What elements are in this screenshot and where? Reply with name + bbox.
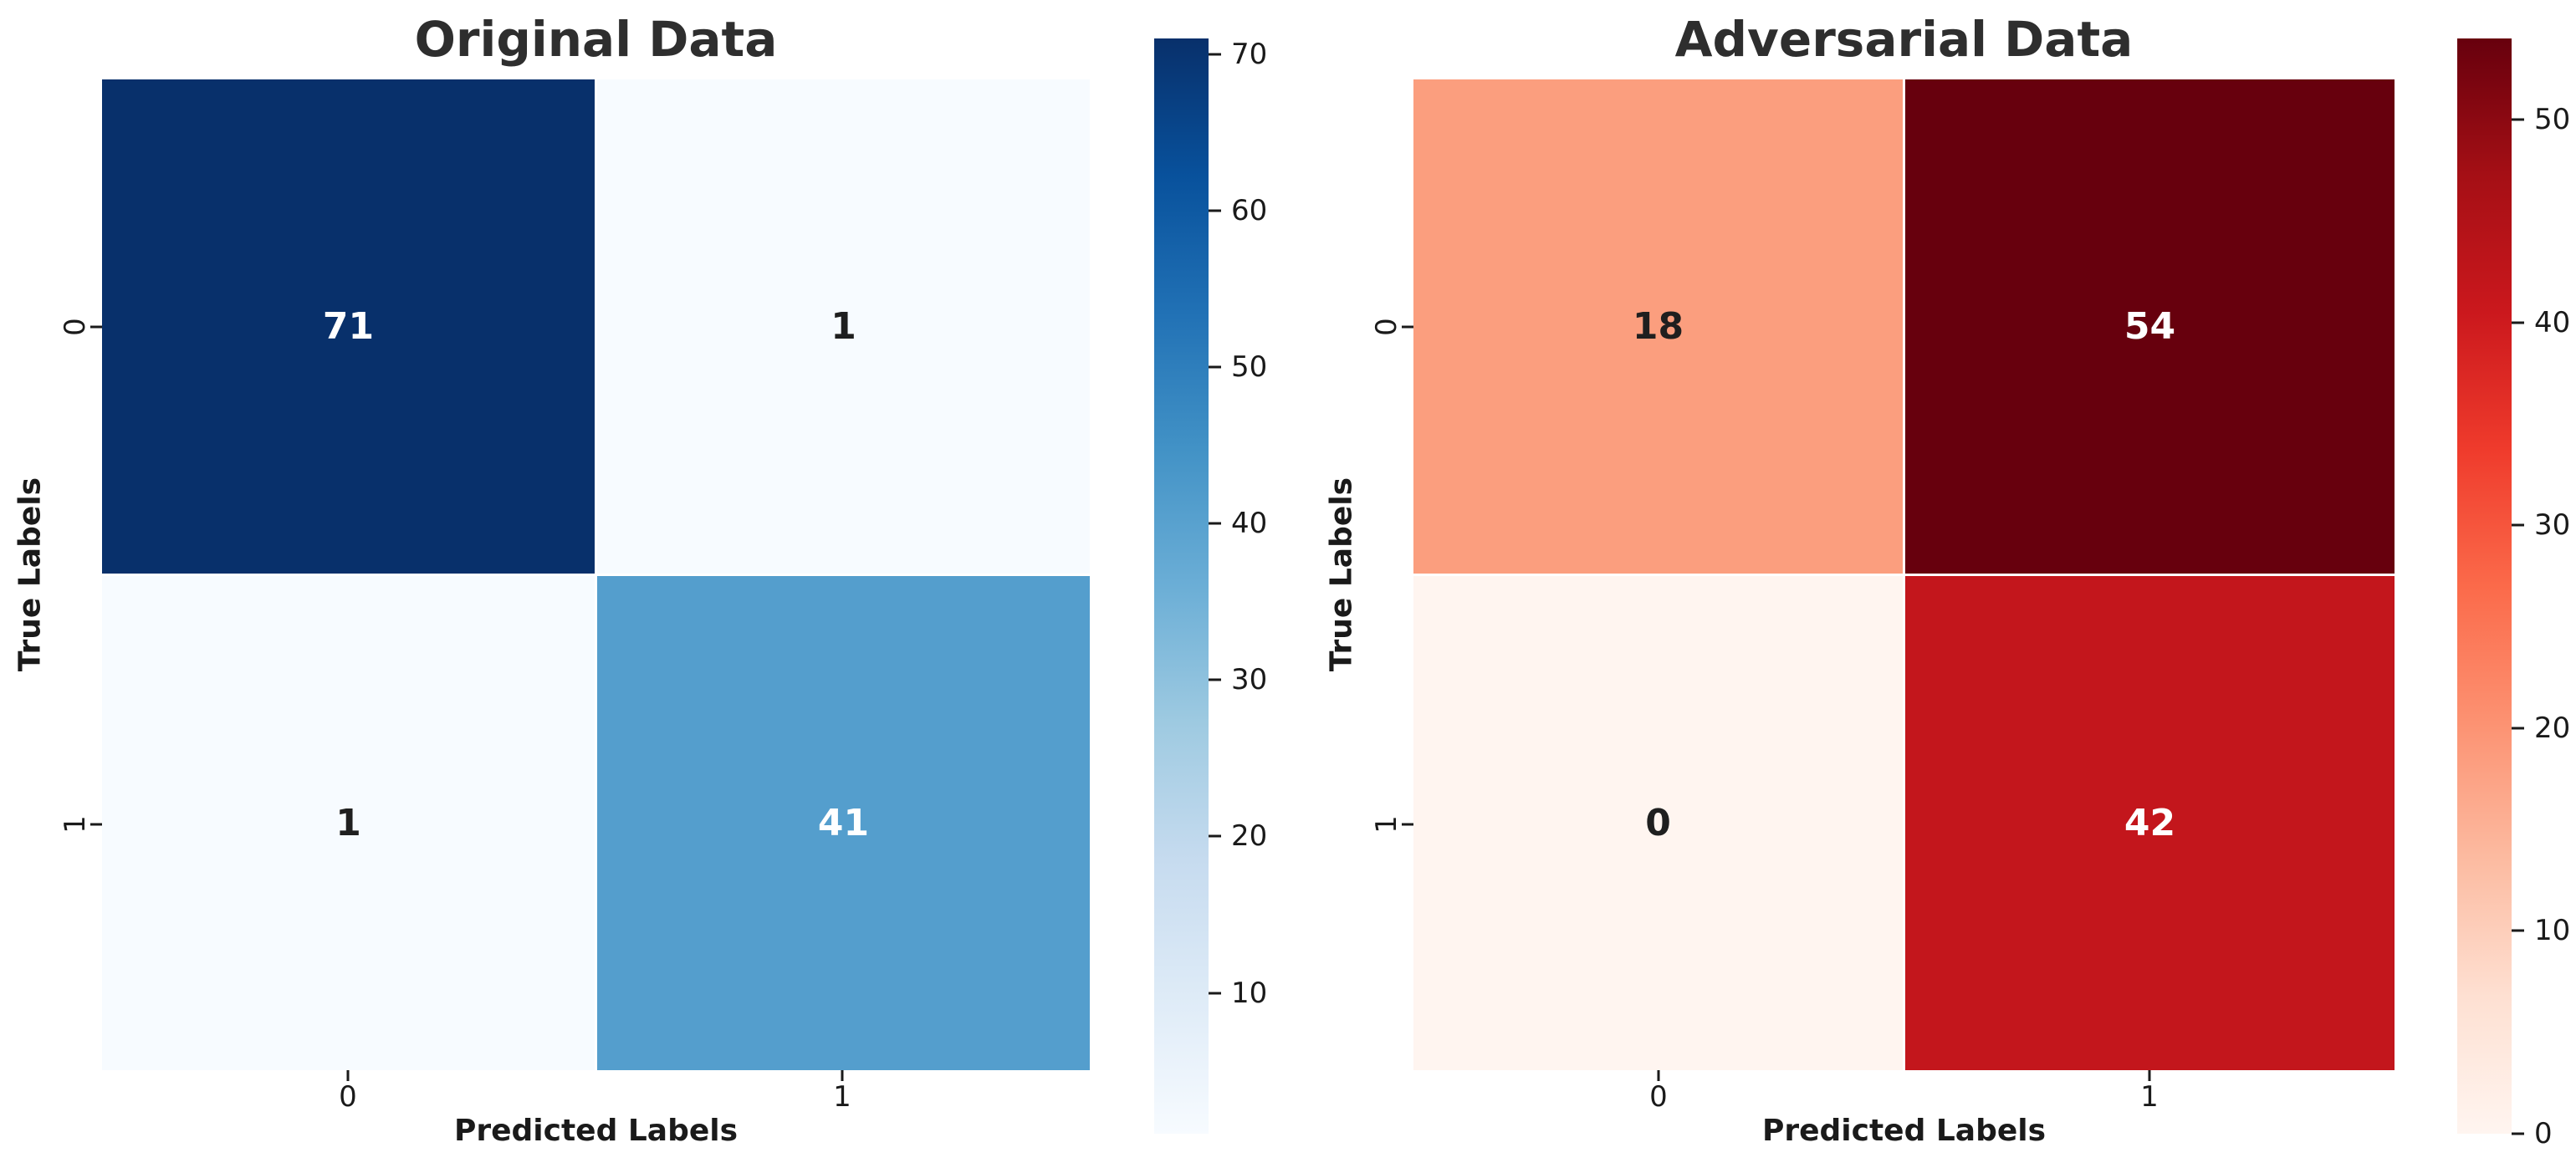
right-colorbar-tick-label: 20: [2534, 711, 2571, 745]
left-xtick-mark-0: [346, 1070, 350, 1081]
right-colorbar-gradient: [2457, 38, 2512, 1134]
left-cell-true1-pred1: 41: [597, 576, 1090, 1070]
left-colorbar-tick-label: 50: [1231, 350, 1268, 384]
right-colorbar-tick-label: 10: [2534, 914, 2571, 948]
left-cell-true0-pred1: 1: [597, 79, 1090, 574]
right-colorbar-tick-mark: [2512, 727, 2524, 730]
left-cell-true0-pred0: 71: [102, 79, 595, 574]
right-ytick-1: 1: [1370, 815, 1403, 834]
left-y-axis-label: True Labels: [13, 477, 48, 672]
left-plot-title: Original Data: [414, 11, 778, 68]
left-colorbar: 70 60 50 40 30 20 10: [1154, 38, 1267, 1134]
left-colorbar-tick-label: 20: [1231, 819, 1268, 854]
right-colorbar-tick-mark: [2512, 1132, 2524, 1135]
left-colorbar-tick-mark: [1209, 522, 1221, 525]
right-y-axis-label: True Labels: [1324, 477, 1359, 672]
right-colorbar-tick-label: 0: [2534, 1117, 2553, 1150]
right-confusion-matrix: 18 54 0 42: [1413, 79, 2395, 1070]
left-colorbar-tick-mark: [1209, 834, 1221, 838]
left-colorbar-tick-label: 70: [1231, 37, 1268, 71]
right-xtick-mark-0: [1657, 1070, 1660, 1081]
left-confusion-matrix: 71 1 1 41: [102, 79, 1090, 1070]
left-xtick-1: 1: [833, 1080, 851, 1114]
right-ytick-mark-0: [1402, 325, 1413, 329]
left-colorbar-tick-label: 30: [1231, 663, 1268, 697]
right-xtick-1: 1: [2140, 1080, 2159, 1114]
left-xtick-mark-1: [841, 1070, 844, 1081]
left-colorbar-tick-mark: [1209, 209, 1221, 212]
right-cell-true0-pred0: 18: [1413, 79, 1903, 574]
right-x-axis-label: Predicted Labels: [1761, 1114, 2047, 1148]
right-cell-true1-pred1: 42: [1905, 576, 2395, 1070]
left-x-axis-label: Predicted Labels: [453, 1114, 739, 1148]
right-ytick-0: 0: [1370, 318, 1403, 336]
right-colorbar-tick-label: 30: [2534, 508, 2571, 543]
left-ytick-mark-0: [90, 325, 102, 329]
left-colorbar-tick-mark: [1209, 53, 1221, 56]
left-colorbar-tick-label: 40: [1231, 507, 1268, 541]
right-colorbar-tick-mark: [2512, 321, 2524, 324]
left-ytick-0: 0: [59, 318, 92, 336]
left-colorbar-tick-label: 10: [1231, 976, 1268, 1010]
right-cell-true1-pred0: 0: [1413, 576, 1903, 1070]
right-colorbar-tick-label: 40: [2534, 305, 2571, 339]
right-cell-true0-pred1: 54: [1905, 79, 2395, 574]
right-ytick-mark-1: [1402, 823, 1413, 826]
left-colorbar-tick-label: 60: [1231, 193, 1268, 227]
left-colorbar-gradient: [1154, 38, 1209, 1134]
right-colorbar-tick-mark: [2512, 118, 2524, 121]
left-colorbar-tick-mark: [1209, 678, 1221, 681]
right-colorbar-tick-label: 50: [2534, 103, 2571, 137]
right-colorbar: 50 40 30 20 10 0: [2457, 38, 2570, 1150]
right-xtick-mark-1: [2148, 1070, 2151, 1081]
right-colorbar-tick-mark: [2512, 523, 2524, 527]
left-cell-true1-pred0: 1: [102, 576, 595, 1070]
left-colorbar-tick-mark: [1209, 992, 1221, 995]
left-colorbar-tick-mark: [1209, 365, 1221, 369]
left-xtick-0: 0: [339, 1080, 357, 1114]
right-xtick-0: 0: [1649, 1080, 1668, 1114]
right-plot-title: Adversarial Data: [1674, 11, 2134, 68]
left-ytick-1: 1: [59, 815, 92, 834]
left-ytick-mark-1: [90, 823, 102, 826]
right-colorbar-tick-mark: [2512, 929, 2524, 932]
